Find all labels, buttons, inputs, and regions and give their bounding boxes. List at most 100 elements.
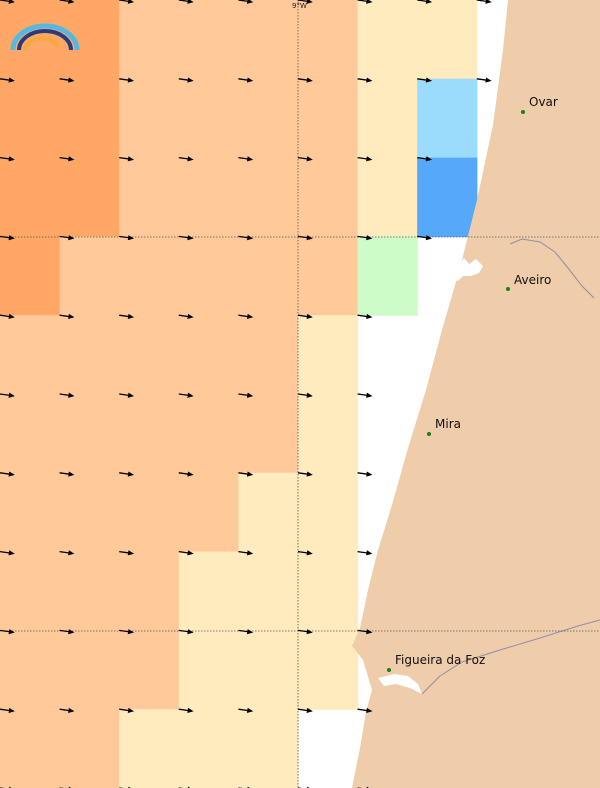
grid-cell (59, 315, 120, 395)
grid-cell (59, 709, 120, 788)
grid-cell (298, 236, 359, 316)
wind-arrow (119, 707, 135, 714)
wind-arrow (59, 0, 75, 4)
wind-arrow (238, 392, 254, 398)
wind-arrow (297, 156, 313, 162)
wind-arrow (59, 707, 75, 714)
wind-arrow (417, 0, 433, 4)
wind-arrow (59, 156, 75, 162)
wind-arrow (238, 0, 254, 4)
wind-arrow (0, 707, 15, 714)
wind-arrow (0, 0, 15, 4)
grid-cell (119, 78, 180, 159)
wind-arrow (178, 392, 194, 398)
wind-arrow (417, 235, 433, 241)
grid-cell (0, 472, 61, 553)
grid-cell (238, 709, 299, 788)
grid-cell (298, 157, 359, 237)
wind-arrow (297, 392, 313, 398)
city-label: Ovar (529, 95, 558, 109)
river-mondego (421, 619, 600, 695)
grid-cell (0, 78, 61, 159)
wind-arrow (59, 235, 75, 241)
wind-arrow (59, 550, 75, 556)
estuary-mondego (378, 674, 422, 694)
grid-cell (178, 157, 239, 237)
data-grid (0, 0, 478, 788)
grid-cell (298, 472, 359, 553)
grid-cell (178, 709, 239, 788)
wind-arrow (238, 77, 254, 83)
grid-cell (178, 0, 239, 80)
grid-cell (357, 157, 418, 237)
city-mira[interactable]: Mira (427, 417, 461, 436)
wind-arrow (357, 0, 373, 4)
city-figueira-da-foz[interactable]: Figueira da Foz (387, 653, 485, 672)
wind-arrow (178, 550, 194, 556)
grid-cell (119, 315, 180, 395)
wind-arrow (357, 629, 373, 635)
grid-cell (119, 551, 180, 631)
wind-arrow (59, 313, 75, 320)
grid-cell (178, 236, 239, 316)
grid-cell (0, 315, 61, 395)
wind-arrow (357, 550, 373, 556)
city-dot (506, 287, 510, 291)
grid-cell (178, 78, 239, 159)
city-aveiro[interactable]: Aveiro (506, 273, 551, 291)
wind-arrow (297, 629, 313, 635)
wind-arrow (238, 707, 254, 714)
grid-cell (417, 78, 478, 159)
grid-cell (119, 0, 180, 80)
grid-cell (238, 315, 299, 395)
wind-arrow (297, 707, 313, 714)
lagoon-aveiro (452, 258, 483, 281)
grid-cell (238, 472, 299, 553)
wind-arrow (297, 235, 313, 241)
wind-arrow (357, 392, 373, 398)
grid-cell (178, 472, 239, 553)
grid-cell (178, 630, 239, 710)
wind-arrow (357, 707, 373, 714)
wind-arrow (417, 156, 433, 162)
wind-arrow (0, 550, 15, 556)
wind-arrow (59, 629, 75, 635)
grid-cell (298, 394, 359, 474)
grid-cell (238, 630, 299, 710)
grid-cell (357, 78, 418, 159)
city-dot (387, 668, 391, 672)
coastline (352, 0, 600, 788)
wind-arrows (0, 0, 492, 788)
wind-arrow (417, 77, 433, 83)
wind-arrow (119, 392, 135, 398)
wind-arrow (0, 629, 15, 635)
grid-cell (59, 630, 120, 710)
wind-arrow (59, 392, 75, 398)
city-ovar[interactable]: Ovar (521, 95, 558, 114)
wind-arrow (119, 156, 135, 162)
wind-arrow (59, 77, 75, 83)
wind-arrow (238, 471, 254, 477)
grid-cell (238, 78, 299, 159)
wind-arrow (238, 235, 254, 241)
wind-arrow (178, 707, 194, 714)
wind-arrow (119, 629, 135, 635)
river-vouga (509, 238, 595, 299)
grid-cell (417, 0, 478, 80)
wind-arrow (357, 471, 373, 477)
wind-arrow (178, 629, 194, 635)
grid-cell (238, 157, 299, 237)
city-label: Aveiro (514, 273, 551, 287)
wind-arrow (119, 77, 135, 83)
city-label: Mira (435, 417, 461, 431)
wind-arrow (238, 629, 254, 635)
grid-cell (0, 551, 61, 631)
grid-cell (298, 0, 359, 80)
wind-arrow (178, 235, 194, 241)
grid-cell (298, 630, 359, 710)
rainbow-logo-icon[interactable] (10, 23, 80, 51)
wind-arrow (297, 0, 313, 4)
grid-cell (357, 0, 418, 80)
